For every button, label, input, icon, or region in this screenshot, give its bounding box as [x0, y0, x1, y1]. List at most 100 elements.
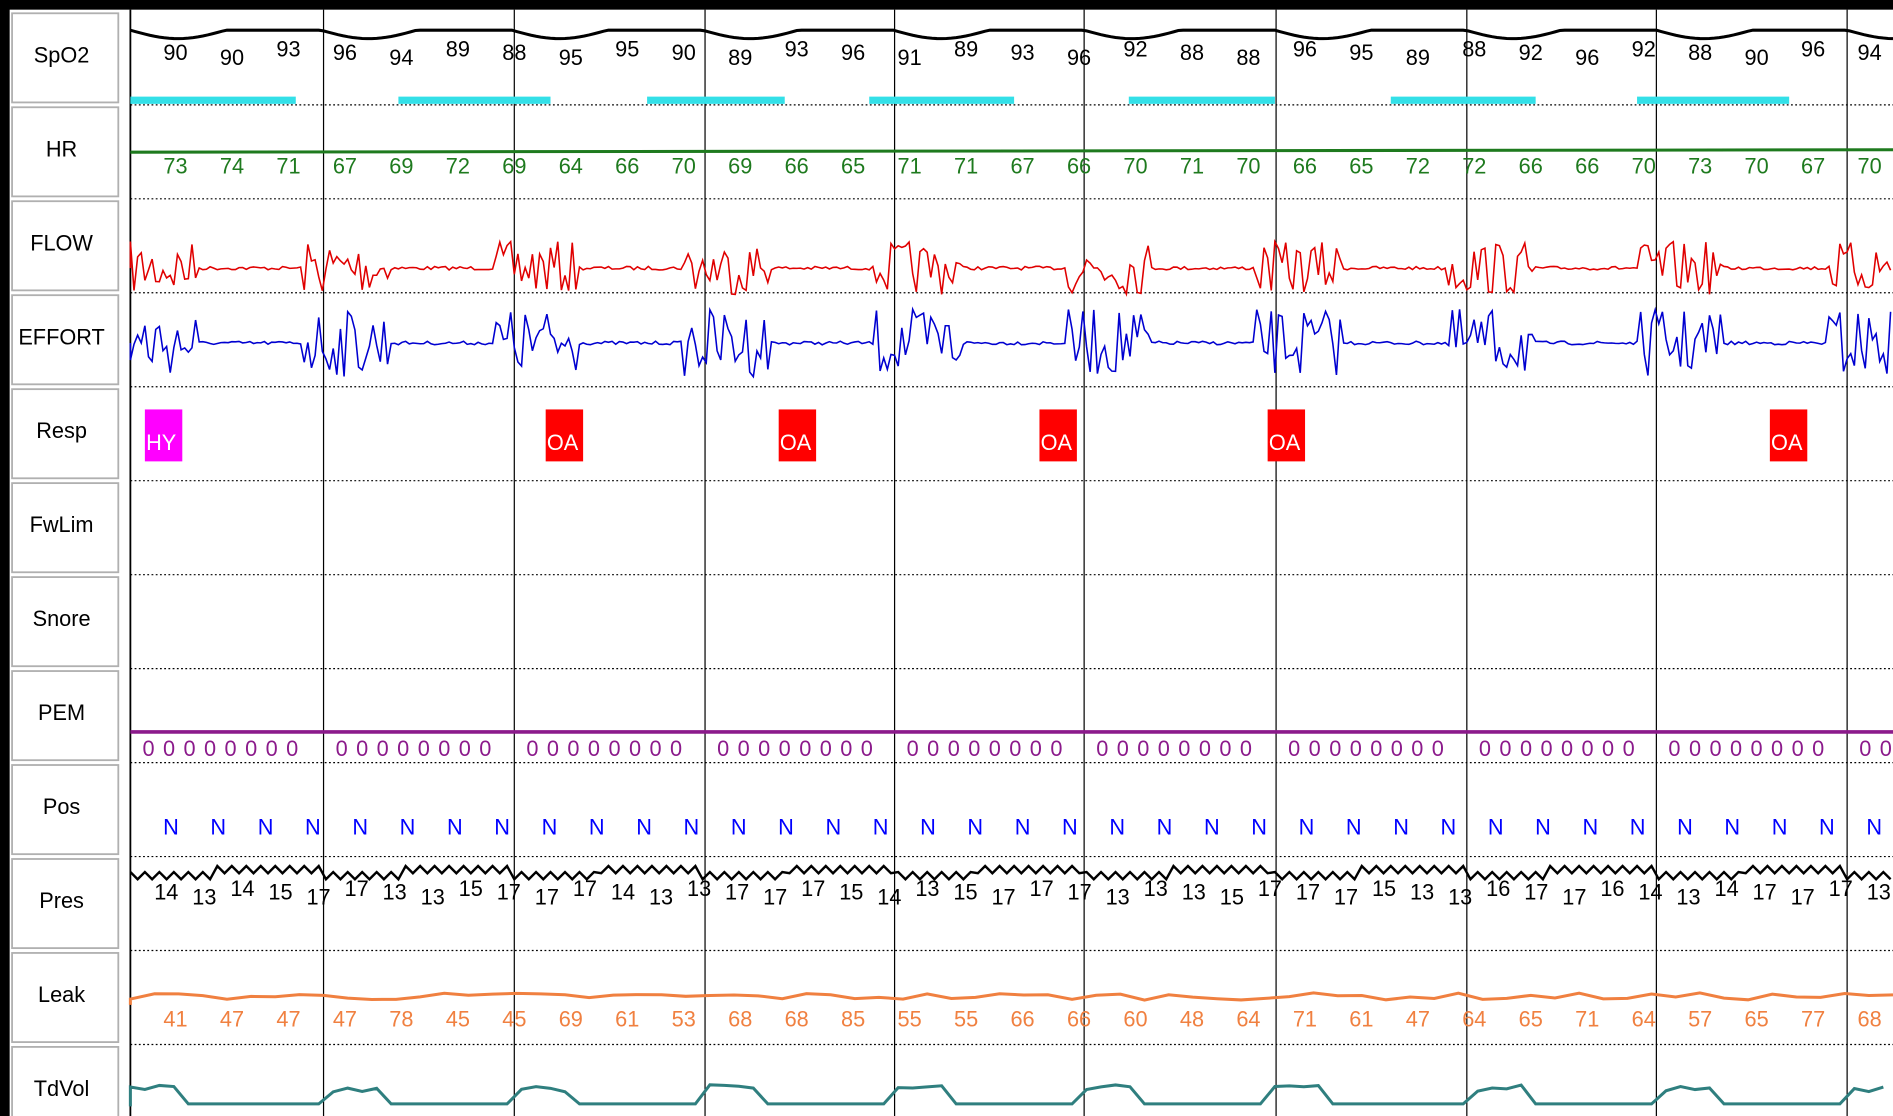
spo2-value: 88 — [502, 40, 526, 65]
hr-value: 66 — [1293, 154, 1317, 179]
resp-event-label: OA — [1771, 430, 1803, 455]
leak-value: 71 — [1575, 1006, 1599, 1031]
leak-value: 78 — [389, 1006, 413, 1031]
spo2-value: 90 — [220, 45, 244, 70]
spo2-value: 92 — [1519, 40, 1543, 65]
resp-event — [545, 409, 584, 462]
resp-event-label: OA — [1041, 430, 1073, 455]
pres-value: 15 — [268, 879, 292, 904]
pos-value: N — [1346, 814, 1362, 839]
spo2-value: 89 — [446, 36, 470, 61]
spo2-value: 88 — [1180, 40, 1204, 65]
pres-value: 14 — [1714, 876, 1738, 901]
spo2-value: 96 — [1801, 36, 1825, 61]
pos-value: N — [163, 814, 179, 839]
pres-value: 17 — [1524, 879, 1548, 904]
pem-value: 0 0 — [1859, 736, 1893, 761]
pem-value: 0 0 0 0 0 0 0 0 — [717, 736, 874, 761]
pres-trace — [129, 863, 1892, 882]
pos-value: N — [967, 814, 983, 839]
pos-value: N — [1062, 814, 1078, 839]
pos-value: N — [210, 814, 226, 839]
left-bar — [0, 0, 10, 1116]
channel-label: Pres — [39, 888, 84, 913]
hr-value: 70 — [1745, 154, 1769, 179]
hr-value: 66 — [615, 154, 639, 179]
channel-label: FwLim — [30, 512, 94, 537]
hr-value: 73 — [163, 154, 187, 179]
leak-value: 85 — [841, 1006, 865, 1031]
pos-value: N — [400, 814, 416, 839]
leak-value: 45 — [502, 1006, 526, 1031]
spo2-value: 92 — [1632, 36, 1656, 61]
pres-value: 17 — [1829, 876, 1853, 901]
spo2-value: 91 — [898, 45, 922, 70]
pem-value: 0 0 0 0 0 0 0 0 — [1096, 736, 1253, 761]
pres-value: 13 — [915, 876, 939, 901]
leak-value: 61 — [1349, 1006, 1373, 1031]
pres-value: 17 — [535, 884, 559, 909]
hr-value: 70 — [1123, 154, 1147, 179]
pres-value: 13 — [383, 879, 407, 904]
resp-event — [144, 409, 183, 462]
leak-value: 66 — [1067, 1006, 1091, 1031]
resp-event — [1267, 409, 1306, 462]
spo2-value: 94 — [1858, 40, 1882, 65]
spo2-value: 95 — [1349, 40, 1373, 65]
spo2-value: 96 — [1575, 45, 1599, 70]
pres-value: 16 — [1600, 876, 1624, 901]
hr-value: 70 — [1236, 154, 1260, 179]
desat-event — [1128, 96, 1275, 104]
pos-value: N — [1441, 814, 1457, 839]
leak-value: 55 — [954, 1006, 978, 1031]
desat-event — [130, 96, 296, 104]
pem-value: 0 0 0 0 0 0 0 0 — [526, 736, 683, 761]
pos-value: N — [825, 814, 841, 839]
pres-value: 13 — [1448, 884, 1472, 909]
desat-event — [647, 96, 785, 104]
pres-value: 13 — [421, 884, 445, 909]
pres-value: 17 — [1791, 884, 1815, 909]
pres-value: 15 — [1220, 884, 1244, 909]
leak-trace — [128, 991, 1893, 1005]
pres-value: 17 — [1296, 879, 1320, 904]
leak-value: 60 — [1123, 1006, 1147, 1031]
pres-value: 17 — [1258, 876, 1282, 901]
hr-value: 70 — [672, 154, 696, 179]
spo2-trace — [129, 28, 1893, 41]
pem-value: 0 0 0 0 0 0 0 0 — [1288, 736, 1445, 761]
hr-value: 64 — [559, 154, 583, 179]
spo2-value: 93 — [1010, 40, 1034, 65]
pres-value: 17 — [763, 884, 787, 909]
resp-event-label: HY — [146, 430, 177, 455]
channel-label: Leak — [38, 982, 85, 1007]
effort-trace — [129, 306, 1892, 379]
leak-value: 55 — [898, 1006, 922, 1031]
pos-value: N — [542, 814, 558, 839]
spo2-value: 93 — [276, 36, 300, 61]
desat-event — [1637, 96, 1790, 104]
channel-label-box — [11, 576, 120, 668]
pos-value: N — [305, 814, 321, 839]
spo2-value: 96 — [333, 40, 357, 65]
hr-trace — [130, 148, 1893, 154]
hr-value: 67 — [1801, 154, 1825, 179]
channel-label-box — [11, 670, 120, 762]
spo2-value: 93 — [785, 36, 809, 61]
spo2-value: 92 — [1123, 36, 1147, 61]
leak-value: 45 — [446, 1006, 470, 1031]
pres-value: 17 — [573, 876, 597, 901]
pres-value: 13 — [1867, 879, 1891, 904]
hr-value: 67 — [1010, 154, 1034, 179]
pem-value: 0 0 0 0 0 0 0 0 — [907, 736, 1064, 761]
leak-value: 47 — [220, 1006, 244, 1031]
hr-value: 72 — [1406, 154, 1430, 179]
spo2-value: 89 — [1406, 45, 1430, 70]
spo2-value: 96 — [1293, 36, 1317, 61]
pres-value: 15 — [953, 879, 977, 904]
spo2-value: 89 — [954, 36, 978, 61]
hr-value: 66 — [1575, 154, 1599, 179]
channel-label: HR — [46, 136, 77, 161]
leak-value: 48 — [1180, 1006, 1204, 1031]
